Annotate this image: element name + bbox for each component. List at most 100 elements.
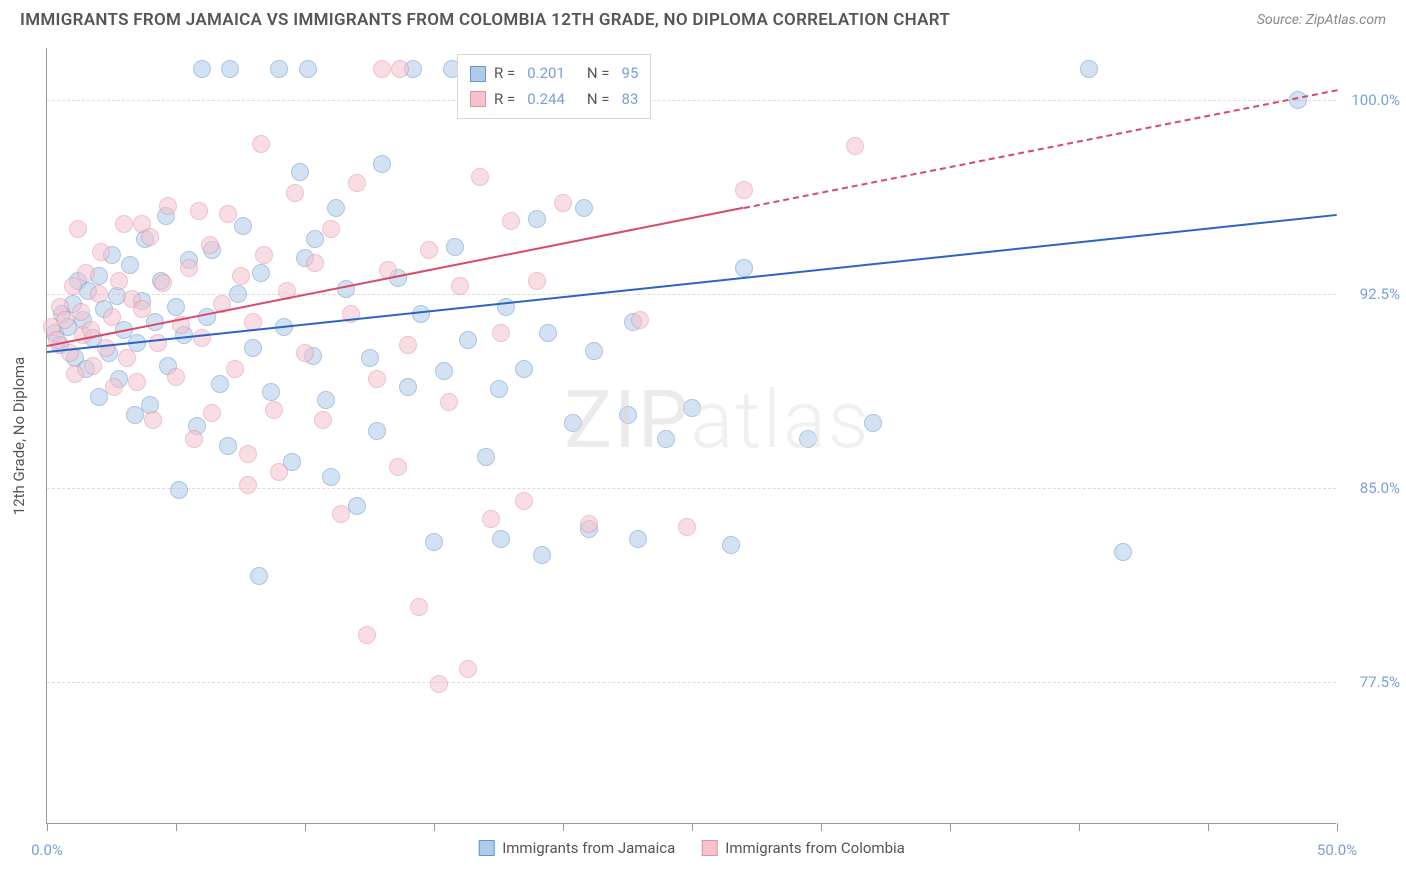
scatter-point-series-1 bbox=[471, 168, 489, 186]
source-label: Source: ZipAtlas.com bbox=[1257, 12, 1386, 28]
scatter-point-series-0 bbox=[683, 399, 701, 417]
scatter-point-series-1 bbox=[190, 202, 208, 220]
scatter-point-series-1 bbox=[232, 267, 250, 285]
scatter-point-series-1 bbox=[296, 344, 314, 362]
scatter-point-series-0 bbox=[585, 342, 603, 360]
scatter-point-series-0 bbox=[193, 60, 211, 78]
scatter-point-series-0 bbox=[497, 298, 515, 316]
scatter-point-series-0 bbox=[477, 448, 495, 466]
scatter-point-series-0 bbox=[211, 375, 229, 393]
plot-container: 77.5%85.0%92.5%100.0%0.0%50.0% ZIPatlas … bbox=[46, 48, 1336, 824]
scatter-point-series-0 bbox=[262, 383, 280, 401]
scatter-point-series-1 bbox=[239, 445, 257, 463]
legend-r-value: 0.244 bbox=[527, 87, 565, 113]
x-tick bbox=[692, 823, 693, 831]
scatter-point-series-1 bbox=[440, 393, 458, 411]
scatter-point-series-0 bbox=[234, 217, 252, 235]
scatter-point-series-1 bbox=[167, 368, 185, 386]
scatter-point-series-0 bbox=[533, 546, 551, 564]
scatter-point-series-1 bbox=[482, 510, 500, 528]
scatter-point-series-1 bbox=[348, 174, 366, 192]
scatter-point-series-1 bbox=[219, 205, 237, 223]
scatter-point-series-1 bbox=[252, 135, 270, 153]
scatter-point-series-0 bbox=[399, 378, 417, 396]
y-axis-title: 12th Grade, No Diploma bbox=[10, 356, 28, 514]
scatter-point-series-1 bbox=[97, 339, 115, 357]
scatter-point-series-0 bbox=[219, 437, 237, 455]
x-tick-label: 50.0% bbox=[1317, 841, 1357, 859]
scatter-point-series-1 bbox=[115, 215, 133, 233]
x-tick bbox=[821, 823, 822, 831]
scatter-point-series-1 bbox=[270, 463, 288, 481]
scatter-point-series-0 bbox=[528, 210, 546, 228]
scatter-point-series-0 bbox=[435, 362, 453, 380]
scatter-point-series-0 bbox=[291, 163, 309, 181]
scatter-point-series-0 bbox=[492, 530, 510, 548]
scatter-point-series-1 bbox=[846, 137, 864, 155]
y-tick-label: 77.5% bbox=[1344, 673, 1400, 691]
scatter-point-series-0 bbox=[1114, 543, 1132, 561]
y-tick-label: 92.5% bbox=[1344, 285, 1400, 303]
scatter-point-series-1 bbox=[492, 324, 510, 342]
scatter-point-series-0 bbox=[368, 422, 386, 440]
scatter-point-series-0 bbox=[564, 414, 582, 432]
scatter-point-series-0 bbox=[221, 60, 239, 78]
scatter-point-series-1 bbox=[678, 518, 696, 536]
scatter-point-series-1 bbox=[515, 492, 533, 510]
scatter-point-series-1 bbox=[77, 264, 95, 282]
plot-area: 77.5%85.0%92.5%100.0%0.0%50.0% bbox=[47, 48, 1336, 823]
legend-row: R =0.244N =83 bbox=[470, 87, 638, 113]
scatter-point-series-1 bbox=[265, 401, 283, 419]
x-tick bbox=[47, 823, 48, 831]
x-tick bbox=[1208, 823, 1209, 831]
x-tick bbox=[1337, 823, 1338, 831]
scatter-point-series-0 bbox=[327, 199, 345, 217]
scatter-point-series-1 bbox=[154, 274, 172, 292]
legend-swatch bbox=[470, 91, 486, 107]
scatter-point-series-1 bbox=[69, 220, 87, 238]
scatter-point-series-1 bbox=[631, 311, 649, 329]
legend-swatch bbox=[470, 66, 486, 82]
scatter-point-series-0 bbox=[121, 256, 139, 274]
scatter-point-series-1 bbox=[180, 259, 198, 277]
scatter-point-series-1 bbox=[373, 60, 391, 78]
scatter-point-series-1 bbox=[580, 515, 598, 533]
legend-r-label: R = bbox=[494, 61, 515, 87]
scatter-point-series-1 bbox=[84, 357, 102, 375]
x-tick bbox=[434, 823, 435, 831]
scatter-point-series-1 bbox=[159, 197, 177, 215]
scatter-point-series-0 bbox=[490, 380, 508, 398]
scatter-point-series-0 bbox=[250, 567, 268, 585]
scatter-point-series-1 bbox=[239, 476, 257, 494]
legend-top: R =0.201N =95R =0.244N =83 bbox=[457, 54, 651, 119]
x-tick bbox=[176, 823, 177, 831]
scatter-point-series-0 bbox=[317, 391, 335, 409]
scatter-point-series-1 bbox=[358, 626, 376, 644]
scatter-point-series-1 bbox=[118, 349, 136, 367]
title-bar: IMMIGRANTS FROM JAMAICA VS IMMIGRANTS FR… bbox=[0, 0, 1406, 38]
scatter-point-series-0 bbox=[322, 468, 340, 486]
y-tick-label: 85.0% bbox=[1344, 479, 1400, 497]
scatter-point-series-1 bbox=[332, 505, 350, 523]
scatter-point-series-1 bbox=[90, 285, 108, 303]
legend-bottom-item: Immigrants from Jamaica bbox=[478, 839, 675, 857]
legend-r-value: 0.201 bbox=[527, 61, 565, 87]
scatter-point-series-0 bbox=[126, 406, 144, 424]
legend-series-label: Immigrants from Colombia bbox=[725, 839, 905, 857]
scatter-point-series-0 bbox=[361, 349, 379, 367]
scatter-point-series-0 bbox=[252, 264, 270, 282]
scatter-point-series-1 bbox=[410, 598, 428, 616]
scatter-point-series-1 bbox=[226, 360, 244, 378]
scatter-point-series-1 bbox=[203, 404, 221, 422]
scatter-point-series-1 bbox=[391, 60, 409, 78]
scatter-point-series-0 bbox=[799, 430, 817, 448]
x-tick bbox=[950, 823, 951, 831]
scatter-point-series-1 bbox=[322, 220, 340, 238]
scatter-point-series-0 bbox=[170, 481, 188, 499]
gridline-h bbox=[47, 100, 1336, 101]
scatter-point-series-0 bbox=[864, 414, 882, 432]
scatter-point-series-0 bbox=[229, 285, 247, 303]
scatter-point-series-1 bbox=[193, 329, 211, 347]
legend-bottom-item: Immigrants from Colombia bbox=[701, 839, 905, 857]
x-tick bbox=[305, 823, 306, 831]
